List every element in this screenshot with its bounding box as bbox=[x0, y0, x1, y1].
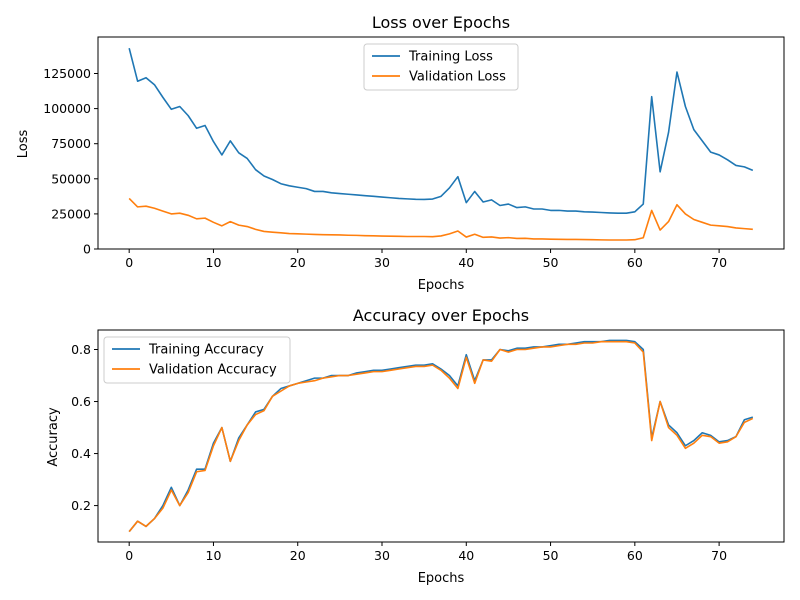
accuracy-chart-ylabel: Accuracy bbox=[46, 407, 61, 467]
y-tick-label: 0 bbox=[83, 242, 91, 257]
x-tick-label: 0 bbox=[125, 255, 133, 270]
x-tick-label: 20 bbox=[290, 548, 306, 563]
x-tick-label: 60 bbox=[627, 255, 643, 270]
y-tick-label: 75000 bbox=[51, 136, 91, 151]
y-tick-label: 25000 bbox=[51, 206, 91, 221]
y-tick-label: 0.6 bbox=[71, 394, 91, 409]
accuracy-chart: Accuracy over Epochs Epochs Accuracy 0 10… bbox=[46, 306, 785, 586]
y-tick-label: 0.4 bbox=[71, 446, 91, 461]
x-tick-label: 20 bbox=[290, 255, 306, 270]
series-line-validation-accuracy bbox=[128, 340, 754, 533]
y-tick-label: 125000 bbox=[43, 66, 91, 81]
legend: Training Loss Validation Loss bbox=[363, 43, 519, 91]
accuracy-chart-title: Accuracy over Epochs bbox=[353, 306, 529, 325]
accuracy-chart-xlabel: Epochs bbox=[418, 571, 465, 586]
series-line-training-loss bbox=[128, 48, 754, 214]
legend-label: Validation Loss bbox=[409, 70, 506, 85]
legend-label: Training Accuracy bbox=[148, 343, 264, 358]
x-tick-label: 70 bbox=[711, 255, 727, 270]
legend-box bbox=[363, 43, 519, 91]
loss-chart-xlabel: Epochs bbox=[418, 278, 465, 293]
y-tick-label: 0.2 bbox=[71, 498, 91, 513]
x-tick-label: 0 bbox=[125, 548, 133, 563]
loss-chart-title: Loss over Epochs bbox=[372, 13, 510, 32]
plot-frame bbox=[97, 329, 785, 543]
legend-label: Training Loss bbox=[408, 50, 493, 65]
loss-chart-ylabel: Loss bbox=[16, 130, 31, 159]
x-tick-label: 50 bbox=[543, 255, 559, 270]
loss-chart: Loss over Epochs Epochs Loss 0 10 20 30 40 50… bbox=[16, 13, 785, 293]
series-line-validation-loss bbox=[128, 197, 753, 241]
legend-box bbox=[103, 336, 291, 384]
x-tick-label: 10 bbox=[206, 255, 222, 270]
legend: Training Accuracy Validation Accuracy bbox=[103, 336, 291, 384]
x-tick-label: 70 bbox=[711, 548, 727, 563]
y-tick-label: 50000 bbox=[51, 171, 91, 186]
legend-label: Validation Accuracy bbox=[149, 363, 277, 378]
y-tick-label: 100000 bbox=[43, 101, 91, 116]
x-tick-label: 50 bbox=[543, 548, 559, 563]
x-tick-label: 30 bbox=[374, 548, 390, 563]
x-tick-label: 30 bbox=[374, 255, 390, 270]
x-tick-label: 40 bbox=[458, 548, 474, 563]
plot-frame bbox=[97, 36, 785, 250]
x-tick-label: 10 bbox=[206, 548, 222, 563]
y-tick-label: 0.8 bbox=[71, 342, 91, 357]
x-tick-label: 40 bbox=[458, 255, 474, 270]
x-tick-label: 60 bbox=[627, 548, 643, 563]
